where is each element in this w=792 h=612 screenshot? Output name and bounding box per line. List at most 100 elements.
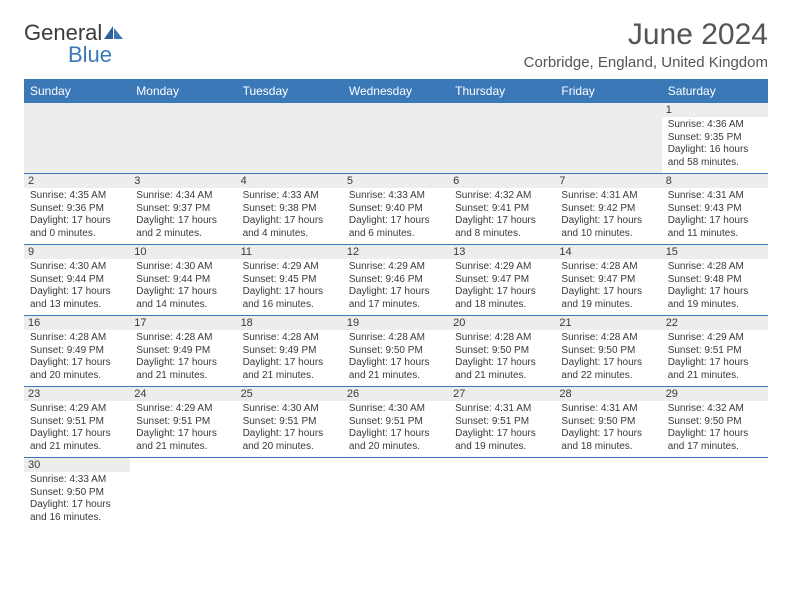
calendar-empty-cell bbox=[130, 458, 236, 529]
calendar-day-cell: 22Sunrise: 4:29 AMSunset: 9:51 PMDayligh… bbox=[662, 316, 768, 387]
calendar-day-cell: 12 Sunrise: 4:29 AMSunset: 9:46 PMDayligh… bbox=[343, 245, 449, 316]
calendar-day-cell: 4Sunrise: 4:33 AMSunset: 9:38 PMDaylight… bbox=[237, 174, 343, 245]
day-number: 26 bbox=[343, 387, 449, 401]
day-info: Sunrise: 4:33 AMSunset: 9:40 PMDaylight:… bbox=[347, 190, 445, 240]
calendar-day-cell: 10 Sunrise: 4:30 AMSunset: 9:44 PMDayligh… bbox=[130, 245, 236, 316]
calendar-day-cell: 19 Sunrise: 4:28 AMSunset: 9:50 PMDayligh… bbox=[343, 316, 449, 387]
calendar-empty-cell bbox=[343, 103, 449, 174]
weekday-header: Wednesday bbox=[343, 79, 449, 103]
calendar-day-cell: 26 Sunrise: 4:30 AMSunset: 9:51 PMDayligh… bbox=[343, 387, 449, 458]
day-number: 30 bbox=[24, 458, 130, 472]
day-number: 15 bbox=[662, 245, 768, 259]
logo: General Blue bbox=[24, 22, 124, 66]
calendar-body: 1 Sunrise: 4:36 AMSunset: 9:35 PMDaylight… bbox=[24, 103, 768, 528]
day-number: 19 bbox=[343, 316, 449, 330]
calendar-day-cell: 8Sunrise: 4:31 AMSunset: 9:43 PMDaylight… bbox=[662, 174, 768, 245]
day-info: Sunrise: 4:29 AMSunset: 9:46 PMDaylight:… bbox=[347, 261, 445, 311]
day-info: Sunrise: 4:29 AMSunset: 9:51 PMDaylight:… bbox=[28, 403, 126, 453]
day-info: Sunrise: 4:28 AMSunset: 9:50 PMDaylight:… bbox=[453, 332, 551, 382]
day-info: Sunrise: 4:30 AMSunset: 9:51 PMDaylight:… bbox=[347, 403, 445, 453]
day-number: 10 bbox=[130, 245, 236, 259]
day-info: Sunrise: 4:29 AMSunset: 9:51 PMDaylight:… bbox=[134, 403, 232, 453]
day-number: 22 bbox=[662, 316, 768, 330]
calendar-empty-cell bbox=[555, 103, 661, 174]
calendar-empty-cell bbox=[343, 458, 449, 529]
day-number: 23 bbox=[24, 387, 130, 401]
day-info: Sunrise: 4:30 AMSunset: 9:51 PMDaylight:… bbox=[241, 403, 339, 453]
calendar-day-cell: 9Sunrise: 4:30 AMSunset: 9:44 PMDaylight… bbox=[24, 245, 130, 316]
calendar-day-cell: 20 Sunrise: 4:28 AMSunset: 9:50 PMDayligh… bbox=[449, 316, 555, 387]
calendar-day-cell: 27 Sunrise: 4:31 AMSunset: 9:51 PMDayligh… bbox=[449, 387, 555, 458]
day-number: 18 bbox=[237, 316, 343, 330]
weekday-header: Tuesday bbox=[237, 79, 343, 103]
day-number: 16 bbox=[24, 316, 130, 330]
logo-text-blue: Blue bbox=[68, 44, 112, 66]
day-info: Sunrise: 4:35 AMSunset: 9:36 PMDaylight:… bbox=[28, 190, 126, 240]
calendar-empty-cell bbox=[237, 103, 343, 174]
day-info: Sunrise: 4:32 AMSunset: 9:50 PMDaylight:… bbox=[666, 403, 764, 453]
day-info: Sunrise: 4:34 AMSunset: 9:37 PMDaylight:… bbox=[134, 190, 232, 240]
day-number: 24 bbox=[130, 387, 236, 401]
day-number: 7 bbox=[555, 174, 661, 188]
day-info: Sunrise: 4:30 AMSunset: 9:44 PMDaylight:… bbox=[28, 261, 126, 311]
calendar-day-cell: 16 Sunrise: 4:28 AMSunset: 9:49 PMDayligh… bbox=[24, 316, 130, 387]
logo-text: General Blue bbox=[24, 22, 124, 66]
day-info: Sunrise: 4:28 AMSunset: 9:49 PMDaylight:… bbox=[134, 332, 232, 382]
day-info: Sunrise: 4:31 AMSunset: 9:43 PMDaylight:… bbox=[666, 190, 764, 240]
weekday-header: Monday bbox=[130, 79, 236, 103]
day-info: Sunrise: 4:31 AMSunset: 9:42 PMDaylight:… bbox=[559, 190, 657, 240]
day-info: Sunrise: 4:28 AMSunset: 9:50 PMDaylight:… bbox=[559, 332, 657, 382]
day-info: Sunrise: 4:31 AMSunset: 9:51 PMDaylight:… bbox=[453, 403, 551, 453]
day-number: 28 bbox=[555, 387, 661, 401]
day-number: 25 bbox=[237, 387, 343, 401]
calendar-day-cell: 30Sunrise: 4:33 AMSunset: 9:50 PMDayligh… bbox=[24, 458, 130, 529]
day-number: 29 bbox=[662, 387, 768, 401]
weekday-header: Sunday bbox=[24, 79, 130, 103]
day-number: 13 bbox=[449, 245, 555, 259]
day-number: 5 bbox=[343, 174, 449, 188]
calendar-empty-cell bbox=[662, 458, 768, 529]
weekday-header: Friday bbox=[555, 79, 661, 103]
weekday-header: Thursday bbox=[449, 79, 555, 103]
calendar-day-cell: 17 Sunrise: 4:28 AMSunset: 9:49 PMDayligh… bbox=[130, 316, 236, 387]
calendar-empty-cell bbox=[555, 458, 661, 529]
calendar-empty-cell bbox=[449, 458, 555, 529]
day-number: 2 bbox=[24, 174, 130, 188]
day-info: Sunrise: 4:28 AMSunset: 9:47 PMDaylight:… bbox=[559, 261, 657, 311]
calendar-day-cell: 23 Sunrise: 4:29 AMSunset: 9:51 PMDayligh… bbox=[24, 387, 130, 458]
day-info: Sunrise: 4:32 AMSunset: 9:41 PMDaylight:… bbox=[453, 190, 551, 240]
day-info: Sunrise: 4:30 AMSunset: 9:44 PMDaylight:… bbox=[134, 261, 232, 311]
day-info: Sunrise: 4:29 AMSunset: 9:45 PMDaylight:… bbox=[241, 261, 339, 311]
calendar-empty-cell bbox=[449, 103, 555, 174]
day-info: Sunrise: 4:28 AMSunset: 9:49 PMDaylight:… bbox=[241, 332, 339, 382]
day-info: Sunrise: 4:28 AMSunset: 9:49 PMDaylight:… bbox=[28, 332, 126, 382]
day-info: Sunrise: 4:36 AMSunset: 9:35 PMDaylight:… bbox=[666, 119, 764, 169]
location: Corbridge, England, United Kingdom bbox=[524, 54, 768, 71]
calendar-day-cell: 5 Sunrise: 4:33 AMSunset: 9:40 PMDaylight… bbox=[343, 174, 449, 245]
calendar-day-cell: 7 Sunrise: 4:31 AMSunset: 9:42 PMDaylight… bbox=[555, 174, 661, 245]
day-number: 20 bbox=[449, 316, 555, 330]
calendar-day-cell: 3 Sunrise: 4:34 AMSunset: 9:37 PMDaylight… bbox=[130, 174, 236, 245]
day-info: Sunrise: 4:29 AMSunset: 9:47 PMDaylight:… bbox=[453, 261, 551, 311]
day-number: 17 bbox=[130, 316, 236, 330]
calendar-day-cell: 21 Sunrise: 4:28 AMSunset: 9:50 PMDayligh… bbox=[555, 316, 661, 387]
day-number: 1 bbox=[662, 103, 768, 117]
calendar-day-cell: 15Sunrise: 4:28 AMSunset: 9:48 PMDayligh… bbox=[662, 245, 768, 316]
day-number: 21 bbox=[555, 316, 661, 330]
day-info: Sunrise: 4:28 AMSunset: 9:50 PMDaylight:… bbox=[347, 332, 445, 382]
day-number: 11 bbox=[237, 245, 343, 259]
calendar-day-cell: 24 Sunrise: 4:29 AMSunset: 9:51 PMDayligh… bbox=[130, 387, 236, 458]
day-number: 27 bbox=[449, 387, 555, 401]
weekday-header: Saturday bbox=[662, 79, 768, 103]
calendar-day-cell: 25 Sunrise: 4:30 AMSunset: 9:51 PMDayligh… bbox=[237, 387, 343, 458]
header: General Blue June 2024 Corbridge, Englan… bbox=[24, 18, 768, 71]
calendar-day-cell: 18 Sunrise: 4:28 AMSunset: 9:49 PMDayligh… bbox=[237, 316, 343, 387]
day-number: 12 bbox=[343, 245, 449, 259]
calendar-day-cell: 11 Sunrise: 4:29 AMSunset: 9:45 PMDayligh… bbox=[237, 245, 343, 316]
day-number: 3 bbox=[130, 174, 236, 188]
calendar-day-cell: 6 Sunrise: 4:32 AMSunset: 9:41 PMDaylight… bbox=[449, 174, 555, 245]
day-number: 6 bbox=[449, 174, 555, 188]
calendar-day-cell: 13 Sunrise: 4:29 AMSunset: 9:47 PMDayligh… bbox=[449, 245, 555, 316]
calendar-empty-cell bbox=[130, 103, 236, 174]
calendar-header-row: SundayMondayTuesdayWednesdayThursdayFrid… bbox=[24, 79, 768, 103]
